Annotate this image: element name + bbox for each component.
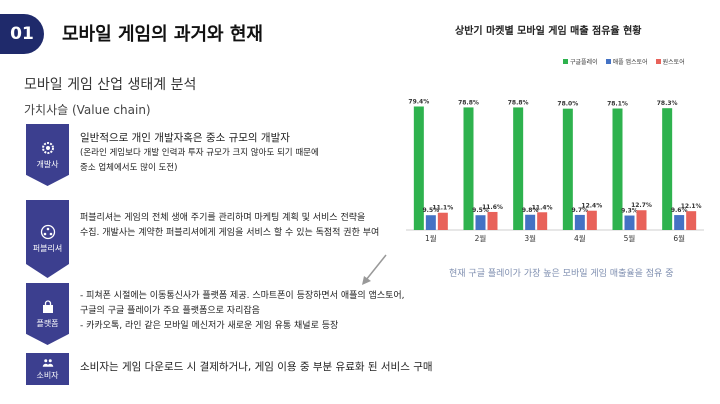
data-label-apple-2: 9.5% [472, 207, 489, 214]
bar-onestore-4 [586, 210, 597, 230]
bar-onestore-3 [537, 212, 548, 230]
section-number: 01 [10, 24, 34, 44]
bar-google-4 [562, 108, 573, 230]
data-label-google-6: 78.3% [657, 100, 678, 107]
publisher-desc-line1: 퍼블리셔는 게임의 전체 생애 주기를 관리하며 마케팅 계획 및 서비스 전략… [80, 213, 366, 223]
legend-item-apple: 애플 앱스토어 [605, 57, 648, 66]
platform-desc-line1: - 피쳐폰 시절에는 이동통신사가 플랫폼 제공. 스마트폰이 등장하면서 애플… [80, 291, 405, 301]
bar-google-3 [513, 107, 524, 230]
connector-arrow [362, 254, 387, 285]
step-publisher-label: 퍼블리셔 [32, 244, 63, 253]
bar-chart: 79.4%9.5%11.1%1월78.8%9.5%11.6%2월78.8%9.8… [406, 98, 704, 243]
step-consumer-label: 소비자 [36, 371, 59, 380]
step-consumer: 소비자 [26, 353, 69, 385]
step-developer-label: 개발사 [36, 160, 59, 169]
data-label-onestore-2: 11.6% [482, 204, 503, 211]
bar-google-2 [463, 107, 474, 230]
legend-label-apple: 애플 앱스토어 [612, 59, 648, 66]
data-label-apple-6: 9.6% [671, 207, 688, 214]
developer-desc-line2: (온라인 게임보다 개발 인력과 투자 규모가 크지 않아도 되기 때문에 [80, 148, 319, 158]
legend-swatch-google [563, 59, 568, 64]
legend-label-onestore: 원스토어 [662, 59, 685, 66]
data-label-apple-5: 9.3% [621, 208, 638, 215]
bar-google-6 [662, 108, 673, 230]
page-title: 모바일 게임의 과거와 현재 [62, 24, 263, 45]
value-chain-title: 가치사슬 (Value chain) [24, 103, 151, 117]
publisher-description: 퍼블리셔는 게임의 전체 생애 주기를 관리하며 마케팅 계획 및 서비스 전략… [80, 211, 379, 241]
chart-note: 현재 구글 플레이가 가장 높은 모바일 게임 매출율을 점유 중 [449, 269, 674, 279]
people-icon [42, 359, 53, 367]
data-label-google-5: 78.1% [607, 101, 628, 108]
data-label-onestore-6: 12.1% [681, 203, 702, 210]
bar-apple-1 [425, 215, 436, 230]
step-platform: 플랫폼 [26, 283, 69, 345]
legend-swatch-onestore [655, 59, 661, 64]
legend-item-onestore: 원스토어 [655, 57, 685, 66]
x-tick-label-2: 2월 [475, 233, 487, 243]
bar-apple-5 [624, 215, 635, 230]
legend-swatch-apple [605, 59, 611, 64]
bar-google-1 [413, 106, 424, 230]
bar-onestore-6 [686, 211, 697, 230]
bar-onestore-1 [437, 212, 448, 230]
chart-title: 상반기 마켓별 모바일 게임 매출 점유율 현황 [455, 26, 642, 37]
step-developer: 개발사 [26, 124, 69, 186]
x-tick-label-3: 3월 [524, 233, 536, 243]
legend-label-google: 구글플레이 [570, 59, 598, 66]
x-tick-label-4: 4월 [574, 233, 586, 243]
developer-desc-line3: 중소 업체에서도 많이 도전) [80, 163, 178, 173]
data-label-apple-1: 9.5% [423, 207, 440, 214]
network-icon [40, 224, 55, 240]
data-label-google-3: 78.8% [508, 99, 529, 106]
bar-apple-3 [525, 214, 536, 230]
x-tick-label-6: 6월 [673, 233, 685, 243]
platform-desc-line3: - 카카오톡, 라인 같은 모바일 메신저가 새로운 게임 유통 채널로 등장 [80, 321, 339, 331]
consumer-desc-line1: 소비자는 게임 다운로드 시 결제하거나, 게임 이용 중 부분 유료화 된 서… [80, 361, 433, 373]
platform-desc-line2: 구글의 구글 플레이가 주요 플랫폼으로 자리잡음 [80, 306, 260, 316]
bar-apple-2 [475, 215, 486, 230]
x-tick-label-5: 5월 [624, 233, 636, 243]
chart-legend: 구글플레이 애플 앱스토어 원스토어 [563, 57, 685, 66]
section-subtitle: 모바일 게임 산업 생태계 분석 [24, 77, 197, 93]
bar-onestore-5 [636, 210, 647, 230]
legend-item-google: 구글플레이 [563, 57, 598, 66]
data-label-onestore-5: 12.7% [631, 202, 652, 209]
data-label-apple-3: 9.8% [522, 207, 539, 214]
platform-description: - 피쳐폰 시절에는 이동통신사가 플랫폼 제공. 스마트폰이 등장하면서 애플… [80, 289, 405, 334]
developer-desc-line1: 일반적으로 개인 개발자혹은 중소 규모의 개발자 [80, 132, 290, 144]
consumer-description: 소비자는 게임 다운로드 시 결제하거나, 게임 이용 중 부분 유료화 된 서… [80, 360, 433, 375]
data-label-google-4: 78.0% [557, 101, 578, 108]
bar-google-5 [612, 108, 623, 230]
publisher-desc-line2: 수집. 개발사는 계약한 퍼블리셔에게 게임을 서비스 할 수 있는 독점적 권… [80, 228, 380, 238]
data-label-onestore-3: 11.4% [532, 204, 553, 211]
data-label-apple-4: 9.7% [572, 207, 589, 214]
gear-icon [41, 142, 54, 154]
developer-description: 일반적으로 개인 개발자혹은 중소 규모의 개발자 (온라인 게임보다 개발 인… [80, 131, 319, 176]
step-publisher: 퍼블리셔 [26, 200, 69, 278]
bar-apple-4 [574, 214, 585, 230]
step-platform-label: 플랫폼 [36, 319, 59, 328]
data-label-onestore-1: 11.1% [432, 205, 453, 212]
data-label-google-2: 78.8% [458, 99, 479, 106]
data-label-google-1: 79.4% [408, 98, 429, 105]
shopping-bag-icon [42, 300, 53, 313]
data-label-onestore-4: 12.4% [581, 203, 602, 210]
bar-onestore-2 [487, 211, 498, 230]
x-tick-label-1: 1월 [425, 233, 437, 243]
bar-apple-6 [674, 215, 685, 230]
section-number-badge: 01 [0, 14, 44, 54]
